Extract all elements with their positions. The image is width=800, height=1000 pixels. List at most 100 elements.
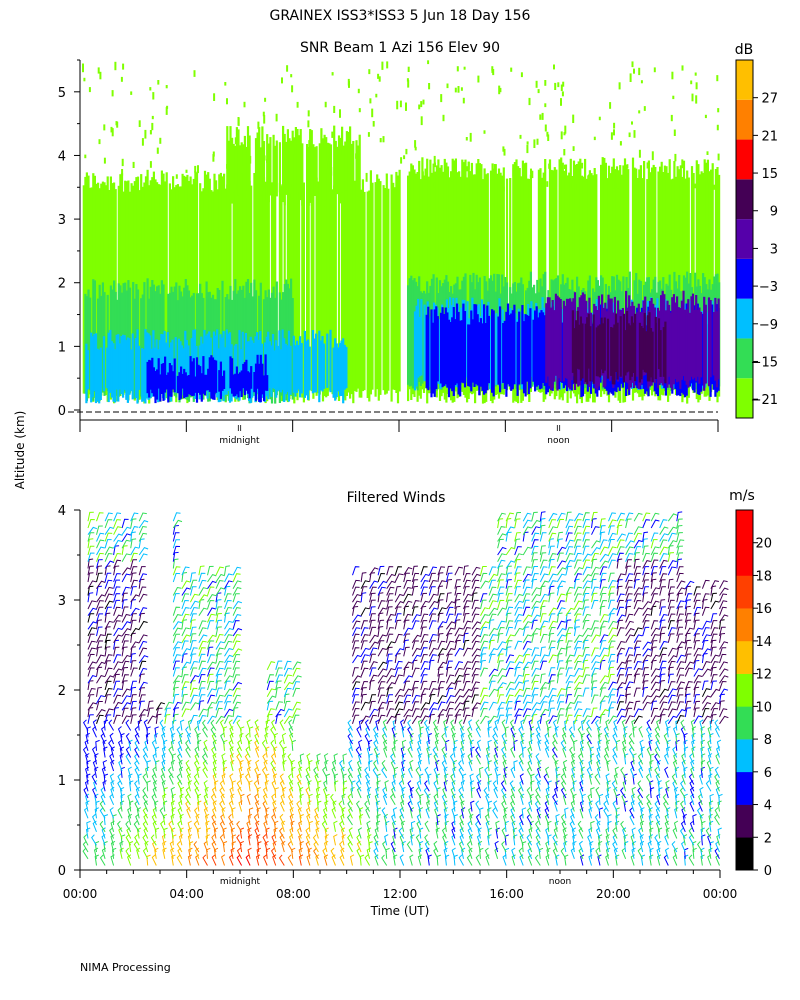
wind-barb: [548, 707, 555, 718]
wind-barb: [212, 753, 217, 765]
snr-cell: [254, 363, 258, 401]
wind-barb: [364, 719, 371, 731]
wind-barb: [633, 512, 643, 522]
wind-barb: [121, 567, 132, 576]
wind-barb: [622, 746, 627, 758]
wind-barb: [96, 646, 103, 657]
wind-barb: [608, 681, 617, 691]
snr-cell: [499, 172, 502, 395]
wind-barb: [356, 834, 362, 846]
wind-barb: [330, 793, 336, 806]
wind-barb: [130, 572, 137, 583]
wind-barb: [219, 719, 225, 731]
wind-barb: [676, 558, 683, 569]
wind-barb: [659, 714, 666, 724]
wind-barb: [207, 667, 215, 677]
wind-barb: [467, 820, 473, 833]
wind-barb: [526, 786, 533, 799]
wind-barb: [458, 840, 464, 853]
wind-barb: [266, 695, 277, 704]
snr-cell: [162, 363, 165, 401]
wind-barb: [608, 553, 617, 562]
wind-barb: [573, 675, 584, 684]
wind-barb: [292, 708, 301, 718]
wind-barb: [480, 626, 488, 637]
wind-barb: [87, 687, 96, 697]
wind-barb: [99, 800, 106, 812]
wind-barb: [104, 660, 111, 670]
snr-speck: [499, 87, 502, 93]
wind-barb: [552, 793, 558, 806]
wind-barb: [445, 647, 456, 657]
wind-barb: [642, 579, 649, 589]
wind-barb: [229, 746, 234, 758]
wind-barb: [616, 647, 626, 657]
wind-barb: [291, 766, 296, 778]
snr-cell: [100, 183, 103, 396]
wind-barb: [471, 579, 480, 589]
snr-speck: [560, 84, 563, 92]
wind-barb: [488, 566, 497, 576]
snr-cell: [85, 172, 88, 393]
snr-cell: [238, 330, 241, 401]
wind-barb: [495, 827, 501, 839]
wind-barb: [245, 732, 251, 745]
wind-barb: [599, 634, 609, 644]
snr-speck: [296, 101, 299, 108]
wind-barb: [137, 719, 143, 731]
snr-cell: [282, 125, 285, 203]
wind-barb: [573, 694, 583, 704]
wind-barb: [693, 700, 701, 711]
wind-barb: [708, 847, 713, 859]
wind-barb: [360, 701, 370, 711]
wind-barb: [454, 688, 464, 698]
wind-barb: [693, 694, 700, 704]
wind-barb: [719, 688, 729, 698]
wind-barb: [463, 661, 472, 671]
wind-barb: [348, 759, 353, 772]
wind-barb: [648, 766, 653, 778]
bottom-colorbar-label: 14: [755, 635, 772, 650]
wind-barb: [155, 713, 162, 724]
wind-barb: [514, 694, 523, 704]
wind-barb: [631, 786, 636, 799]
snr-speck: [286, 65, 289, 72]
wind-barb: [321, 820, 328, 833]
wind-barb: [633, 532, 642, 542]
wind-barb: [113, 573, 121, 583]
wind-barb: [522, 606, 531, 616]
snr-speck: [121, 169, 124, 176]
wind-barb: [403, 639, 409, 650]
wind-barb: [374, 793, 379, 805]
wind-barb: [104, 586, 114, 596]
snr-cell: [342, 145, 345, 191]
wind-barb: [650, 600, 660, 610]
wind-barb: [315, 759, 320, 772]
wind-barb: [497, 714, 505, 724]
snr-cell: [117, 334, 120, 402]
wind-barb: [154, 800, 159, 812]
wind-barb: [386, 566, 394, 576]
wind-barb: [369, 641, 379, 650]
wind-barb: [599, 654, 609, 664]
wind-barb: [531, 614, 541, 623]
snr-cell: [271, 334, 275, 389]
wind-barb: [398, 827, 405, 839]
wind-barb: [420, 688, 429, 698]
snr-cell: [301, 143, 304, 206]
wind-barb: [625, 707, 633, 718]
snr-cell: [235, 182, 238, 394]
wind-barb: [582, 539, 590, 549]
snr-cell: [205, 374, 208, 391]
wind-barb: [693, 619, 700, 630]
wind-barb: [445, 682, 456, 691]
snr-cell: [584, 158, 587, 394]
wind-barb: [374, 840, 379, 853]
wind-barb: [632, 726, 637, 738]
wind-barb: [96, 580, 106, 589]
snr-cell: [157, 285, 160, 395]
snr-cell: [444, 307, 447, 385]
wind-barb: [224, 585, 231, 596]
wind-barb: [134, 739, 140, 752]
